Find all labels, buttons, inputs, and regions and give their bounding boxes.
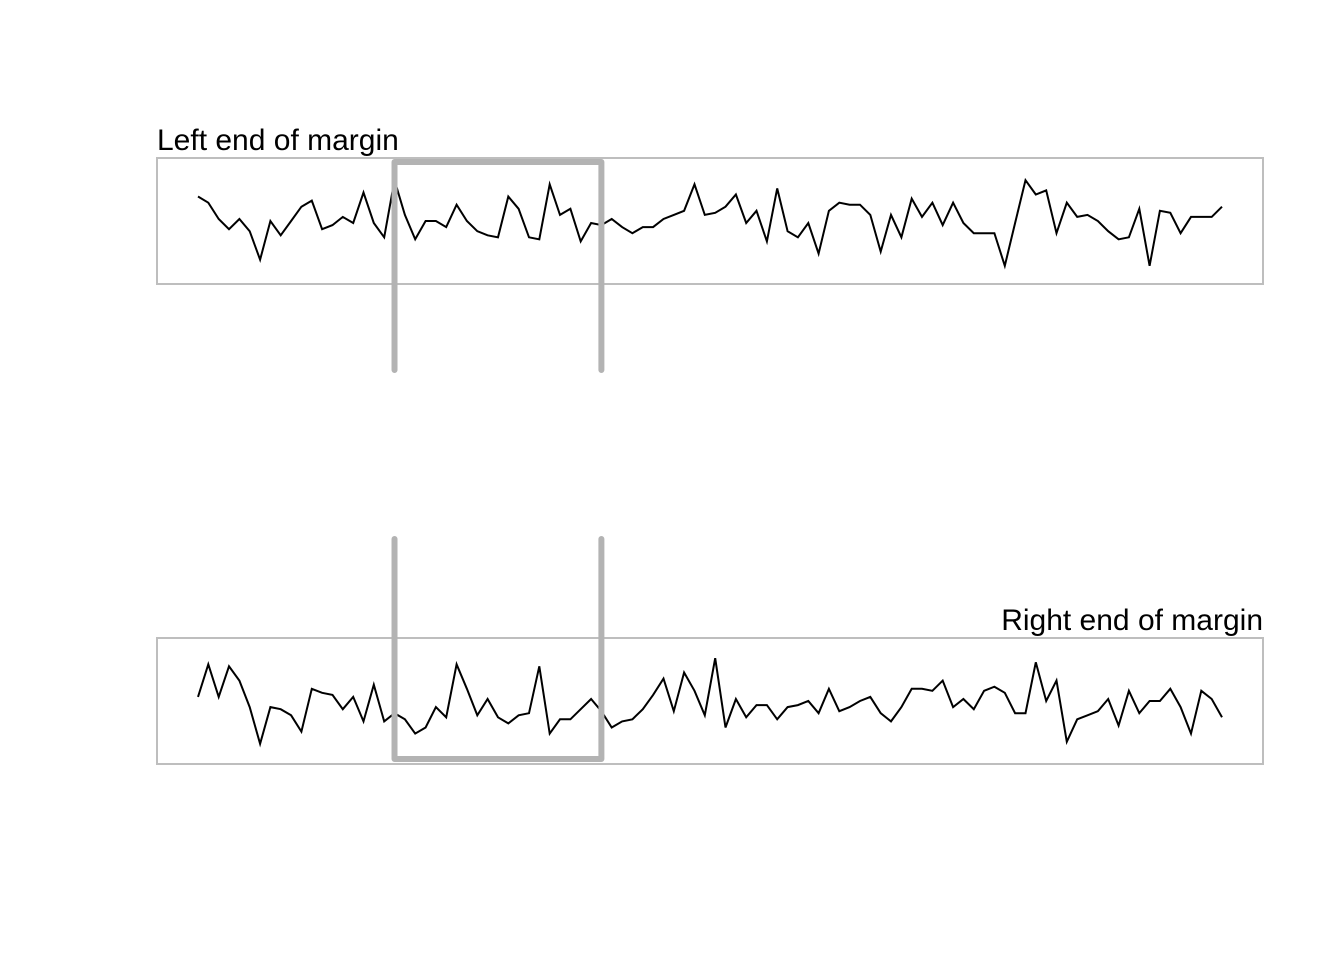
panel-frame-right — [156, 637, 1264, 765]
panel-frame-left — [156, 157, 1264, 285]
panel-left-end: Left end of margin — [156, 124, 1264, 373]
panel-title-right: Right end of margin — [1001, 604, 1263, 637]
series-line — [197, 658, 1223, 748]
highlight-bracket — [391, 159, 605, 373]
highlight-bracket — [391, 536, 605, 762]
panel-right-end: Right end of margin — [156, 536, 1264, 765]
series-line — [197, 177, 1223, 270]
panel-title-left: Left end of margin — [157, 124, 399, 157]
